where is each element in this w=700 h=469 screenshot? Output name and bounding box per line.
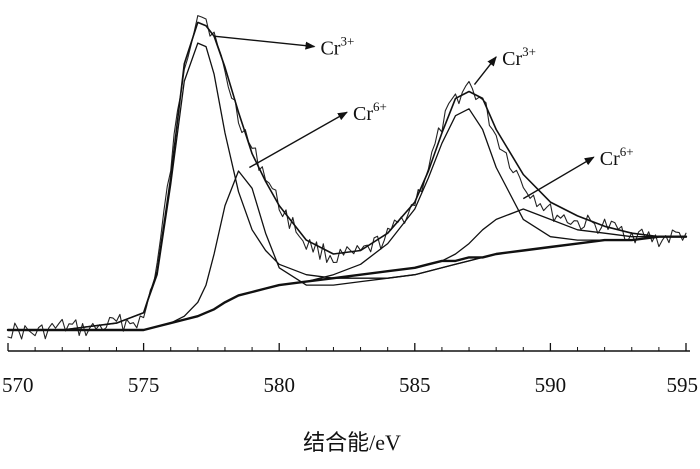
- x-ticks: 570 575 580 585 590 595: [2, 343, 698, 397]
- background-line: [6, 235, 688, 332]
- annotation-label-sup: 6+: [373, 99, 387, 114]
- annotation-label-base: Cr: [502, 48, 522, 70]
- annotation-arrow: [249, 111, 348, 169]
- x-tick-label: 580: [263, 373, 295, 397]
- series-layer: [6, 15, 688, 340]
- x-tick-label: 570: [2, 373, 34, 397]
- annotation-label-base: Cr: [600, 148, 620, 170]
- annotation-label: Cr6+: [353, 99, 387, 125]
- x-tick-label: 575: [128, 373, 160, 397]
- x-tick-label: 590: [535, 373, 567, 397]
- raw-line: [7, 15, 687, 340]
- annotation-label: Cr3+: [320, 34, 354, 60]
- annotation-label-sup: 6+: [620, 144, 634, 159]
- annotations: Cr3+Cr6+Cr3+Cr6+: [214, 34, 634, 200]
- annotation-label-base: Cr: [320, 38, 340, 60]
- annotation-label-sup: 3+: [522, 44, 536, 59]
- annotation-label-base: Cr: [353, 103, 373, 125]
- annotation-label: Cr3+: [502, 44, 536, 70]
- annotation-arrow: [473, 56, 497, 86]
- x-tick-label: 585: [399, 373, 431, 397]
- component-cr3plus-line: [7, 108, 687, 331]
- component-cr6plus-line: [7, 170, 687, 331]
- x-tick-label: 595: [667, 373, 699, 397]
- annotation-label: Cr6+: [600, 144, 634, 170]
- annotation-arrow: [214, 35, 316, 50]
- annotation-arrow: [522, 156, 595, 200]
- x-axis-title: 结合能/eV: [303, 430, 401, 455]
- annotation-label-sup: 3+: [340, 34, 354, 49]
- envelope-line: [7, 21, 687, 331]
- component-cr3plus-line: [7, 42, 687, 331]
